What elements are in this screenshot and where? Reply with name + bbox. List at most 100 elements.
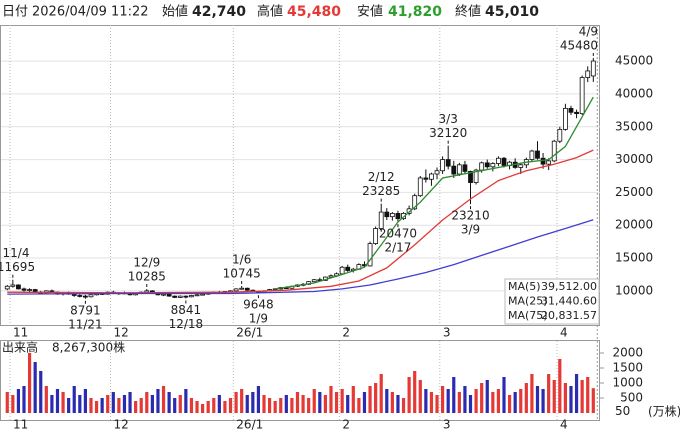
x-tick-label: 4 <box>560 326 568 340</box>
annotation-value: 20470 <box>379 227 417 241</box>
candle-body <box>496 157 501 164</box>
x-tick-label: 11 <box>13 326 28 340</box>
volume-bar <box>55 389 60 413</box>
volume-bar <box>362 392 367 413</box>
candle-body <box>88 294 94 298</box>
annotation-date: 2/17 <box>384 241 411 255</box>
volume-bar <box>189 398 194 413</box>
volume-bar <box>27 353 32 413</box>
x-tick-label: 3 <box>443 418 451 430</box>
volume-bar <box>251 392 255 413</box>
volume-bar <box>295 392 300 413</box>
volume-bar <box>368 386 372 413</box>
candle-body <box>456 164 462 175</box>
volume-bar <box>452 377 456 413</box>
candle-body <box>4 285 10 290</box>
volume-bar <box>346 395 350 413</box>
volume-bar <box>502 377 506 413</box>
candle-body <box>518 164 524 168</box>
volume-bar <box>374 383 378 413</box>
volume-bar <box>301 395 305 413</box>
candle-body <box>10 284 16 287</box>
volume-bar <box>279 398 283 413</box>
open-value: 42,740 <box>192 4 246 20</box>
annotation-value: 8791 <box>70 303 101 317</box>
candle-body <box>311 279 317 283</box>
volume-tick-label: 2000 <box>612 346 643 360</box>
candle-body <box>172 295 178 298</box>
date-label: 日付 <box>2 5 28 20</box>
volume-bar <box>413 371 417 413</box>
volume-bar <box>50 395 54 413</box>
annotation-value: 10285 <box>128 269 166 283</box>
volume-bar <box>284 395 288 413</box>
candle-body <box>429 173 434 180</box>
volume-bar <box>334 392 339 413</box>
volume-bar <box>323 395 327 413</box>
candle-body <box>77 295 83 297</box>
volume-bar <box>407 377 411 413</box>
candle-body <box>434 170 440 175</box>
volume-bar <box>446 389 450 413</box>
volume-bar <box>61 392 65 413</box>
volume-bar <box>223 401 227 413</box>
volume-bar <box>83 389 87 413</box>
annotation-value: 45480 <box>560 38 598 52</box>
volume-bar <box>161 386 166 413</box>
legend-name: MA(75) <box>508 309 548 322</box>
candle-body <box>345 266 351 271</box>
candle-body <box>16 284 21 290</box>
low-value: 41,820 <box>388 4 442 20</box>
candle-body <box>161 293 166 296</box>
volume-bar <box>195 401 199 413</box>
annotation-date: 3/3 <box>439 112 458 126</box>
candle-body <box>529 150 535 160</box>
candle-body <box>551 140 557 162</box>
volume-bar <box>139 398 143 413</box>
volume-bar <box>5 392 9 413</box>
volume-bar <box>485 380 489 413</box>
volume-bar <box>262 395 266 413</box>
volume-bar <box>318 392 322 413</box>
candle-body <box>568 107 574 113</box>
candle-body <box>244 287 250 291</box>
volume-bar <box>351 386 355 413</box>
candle-body <box>200 293 206 296</box>
volume-bar <box>184 389 188 413</box>
x-tick-label: 4 <box>560 418 568 430</box>
candle-body <box>574 111 579 115</box>
volume-unit: (万株) <box>648 404 680 419</box>
legend-box <box>504 278 600 325</box>
annotation-value: 32120 <box>429 126 467 140</box>
candle-body <box>166 293 172 297</box>
candle-body <box>451 165 457 175</box>
y-tick-label: 30000 <box>615 152 653 166</box>
annotation-date: 11/4 <box>3 246 30 260</box>
volume-ref-label: 50 <box>615 404 630 418</box>
volume-bar <box>558 359 562 413</box>
volume-bar <box>390 392 394 413</box>
candle-body <box>417 177 423 197</box>
y-tick-label: 45000 <box>615 54 653 68</box>
volume-bar <box>240 389 244 413</box>
candle-body <box>462 164 468 172</box>
annotation-date: 3/9 <box>461 223 480 237</box>
volume-bar <box>150 395 154 413</box>
candle-body <box>389 213 395 218</box>
volume-bar <box>312 389 316 413</box>
annotation-date: 4/9 <box>579 24 598 38</box>
candle-body <box>82 295 88 298</box>
volume-bar <box>429 392 434 413</box>
candle-body <box>473 169 479 183</box>
volume-bar <box>507 395 512 413</box>
ma-line <box>7 149 594 294</box>
high-label: 高値 <box>257 4 283 20</box>
volume-bar <box>418 380 422 413</box>
candle-body <box>585 70 591 78</box>
annotation-date: 12/18 <box>169 317 204 331</box>
annotation-value: 23285 <box>362 184 400 198</box>
volume-bar <box>106 395 110 413</box>
candle-body <box>177 295 183 298</box>
y-tick-label: 40000 <box>615 86 653 100</box>
close-value: 45,010 <box>485 4 539 20</box>
